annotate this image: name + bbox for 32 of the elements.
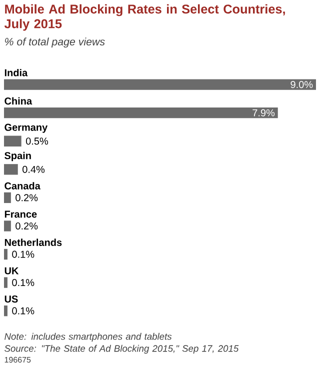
bar (4, 248, 8, 260)
data-label: 0.1% (12, 307, 34, 314)
text: Note: includes smartphones and tablets (4, 332, 172, 342)
y-tick-label: Netherlands (4, 238, 62, 246)
bar (4, 136, 22, 146)
source-note: Source: "The State of Ad Blocking 2015," Sep 17, 2015 (4, 344, 239, 354)
y-tick-label: China (4, 97, 32, 105)
data-label: 0.1% (12, 279, 34, 286)
y-tick-label: UK (4, 267, 19, 274)
data-label: 0.4% (22, 166, 45, 173)
data-label: 0.2% (16, 194, 38, 202)
y-tick-label: France (4, 210, 37, 218)
data-label: 0.2% (16, 222, 38, 230)
bar (4, 108, 278, 118)
y-tick-label: US (4, 295, 18, 303)
y-tick-label: India (4, 68, 28, 76)
bar (4, 164, 18, 175)
bar (4, 79, 316, 90)
data-label: 9.0% (290, 81, 313, 88)
text: 196675 (4, 356, 31, 363)
y-tick-label: Canada (4, 182, 40, 190)
data-label: 0.5% (26, 138, 48, 145)
data-label: 0.1% (12, 250, 34, 258)
bar (4, 306, 8, 316)
chart-title: Mobile Ad Blocking Rates in Select Countries, July 2015 (4, 4, 285, 31)
y-tick-label: Germany (4, 124, 48, 133)
bar (4, 277, 8, 288)
data-label: 7.9% (252, 109, 275, 116)
bar (4, 220, 11, 232)
y-tick-label: Spain (4, 152, 31, 162)
chart-subtitle: % of total page views (5, 38, 105, 48)
bar (4, 192, 11, 204)
